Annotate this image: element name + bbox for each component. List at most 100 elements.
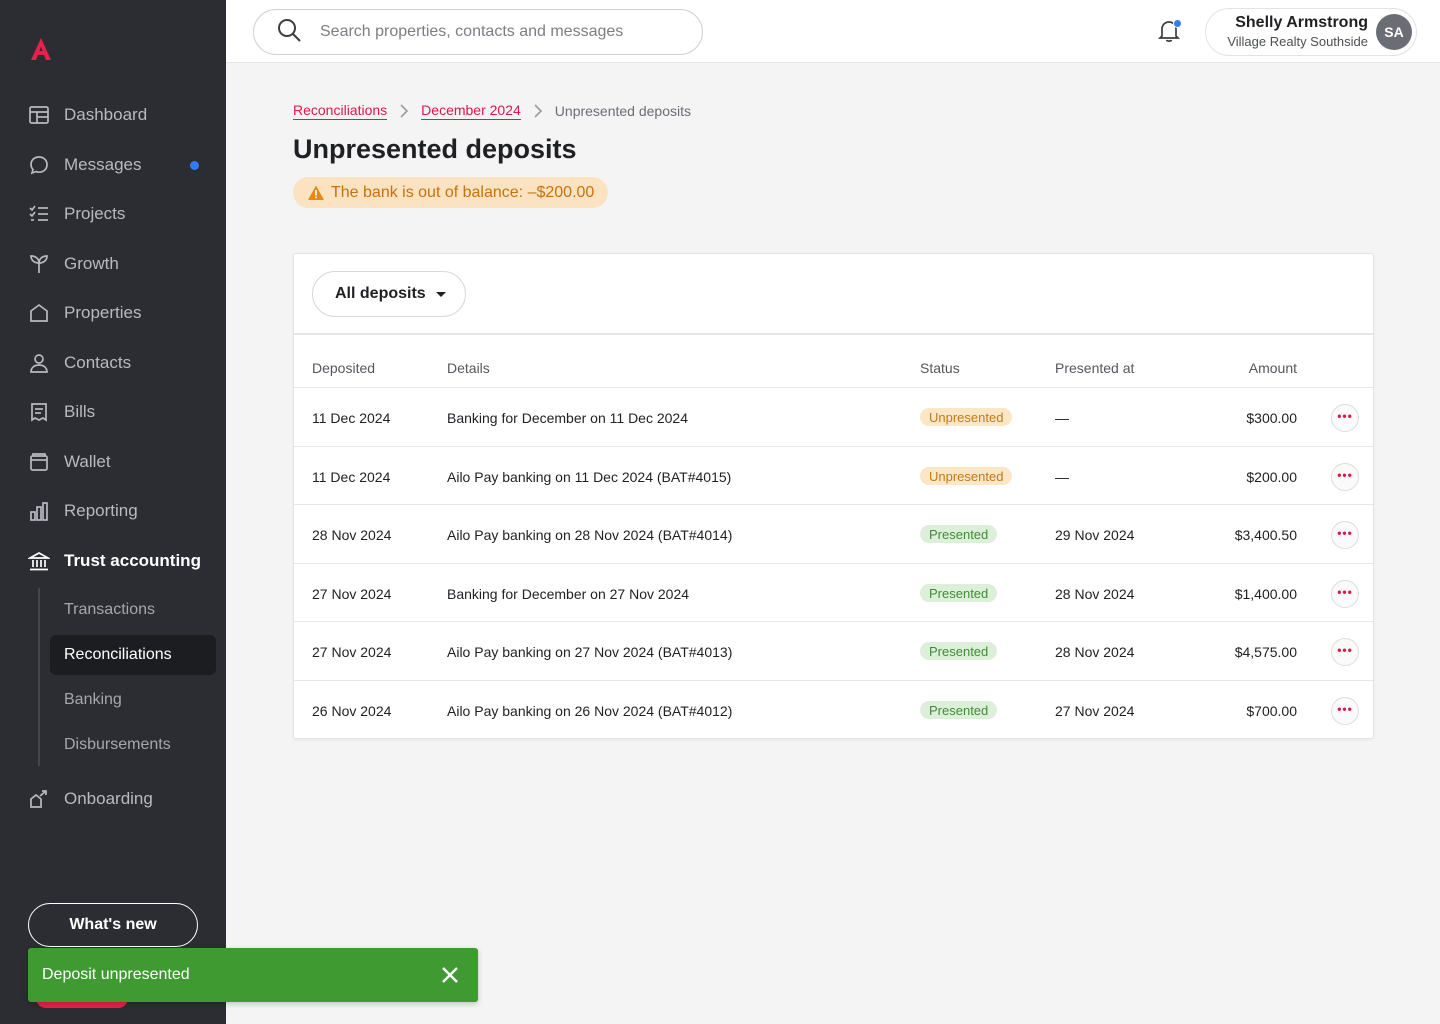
sidebar-subitem-label: Disbursements bbox=[64, 736, 171, 753]
column-header-deposited[interactable]: Deposited bbox=[312, 360, 376, 376]
avatar: SA bbox=[1376, 14, 1412, 50]
sidebar-item-bills[interactable]: Bills bbox=[0, 392, 226, 432]
presented-at: — bbox=[1055, 410, 1069, 426]
deposit-details: Banking for December on 27 Nov 2024 bbox=[447, 586, 690, 602]
deposit-amount: $300.00 bbox=[1246, 410, 1297, 426]
deposit-details: Banking for December on 11 Dec 2024 bbox=[447, 410, 688, 426]
warning-triangle-icon bbox=[308, 185, 324, 200]
sidebar-item-properties[interactable]: Properties bbox=[0, 293, 226, 333]
presented-at: 27 Nov 2024 bbox=[1055, 703, 1135, 719]
more-options-button[interactable]: ••• bbox=[1331, 697, 1359, 725]
sidebar-item-projects[interactable]: Projects bbox=[0, 194, 226, 234]
deposit-amount: $700.00 bbox=[1246, 703, 1297, 719]
user-name: Shelly Armstrong bbox=[1235, 14, 1368, 31]
sidebar-item-label: Projects bbox=[64, 204, 126, 223]
table-row[interactable]: 11 Dec 2024 Banking for December on 11 D… bbox=[294, 387, 1373, 446]
status-badge: Unpresented bbox=[920, 467, 1013, 485]
sidebar-subitem-banking[interactable]: Banking bbox=[50, 680, 216, 720]
sidebar-item-wallet[interactable]: Wallet bbox=[0, 442, 226, 482]
deposit-details: Ailo Pay banking on 26 Nov 2024 (BAT#401… bbox=[447, 703, 733, 719]
breadcrumb-reconciliations[interactable]: Reconciliations bbox=[293, 102, 388, 120]
whats-new-button[interactable]: What's new bbox=[28, 903, 198, 947]
more-options-button[interactable]: ••• bbox=[1331, 404, 1359, 432]
onboarding-icon bbox=[28, 788, 50, 810]
table-row[interactable]: 11 Dec 2024 Ailo Pay banking on 11 Dec 2… bbox=[294, 446, 1373, 505]
sidebar-subitem-reconciliations[interactable]: Reconciliations bbox=[50, 635, 216, 675]
bell-icon bbox=[1157, 21, 1181, 42]
sidebar-item-label: Properties bbox=[64, 303, 142, 322]
table-row[interactable]: 26 Nov 2024 Ailo Pay banking on 26 Nov 2… bbox=[294, 680, 1373, 739]
chat-bubble-icon bbox=[28, 154, 50, 176]
receipt-icon bbox=[28, 401, 50, 423]
column-header-amount[interactable]: Amount bbox=[1248, 360, 1297, 376]
more-options-button[interactable]: ••• bbox=[1331, 521, 1359, 549]
user-menu[interactable]: Shelly Armstrong Village Realty Southsid… bbox=[1205, 8, 1417, 56]
presented-at: 29 Nov 2024 bbox=[1055, 527, 1135, 543]
table-row[interactable]: 27 Nov 2024 Banking for December on 27 N… bbox=[294, 563, 1373, 622]
notifications-button[interactable] bbox=[1156, 18, 1182, 44]
notification-dot bbox=[1173, 19, 1182, 28]
app-logo-icon[interactable] bbox=[28, 36, 54, 62]
sidebar-item-dashboard[interactable]: Dashboard bbox=[0, 95, 226, 135]
more-options-button[interactable]: ••• bbox=[1331, 638, 1359, 666]
sidebar-subitem-label: Reconciliations bbox=[64, 646, 172, 663]
deposited-date: 11 Dec 2024 bbox=[312, 410, 391, 426]
more-options-button[interactable]: ••• bbox=[1331, 580, 1359, 608]
deposit-amount: $200.00 bbox=[1246, 469, 1297, 485]
sidebar-item-onboarding[interactable]: Onboarding bbox=[0, 779, 226, 819]
status-badge: Presented bbox=[920, 701, 998, 719]
sidebar-item-messages[interactable]: Messages bbox=[0, 145, 226, 185]
status-badge: Presented bbox=[920, 642, 998, 660]
breadcrumb: Reconciliations December 2024 Unpresente… bbox=[293, 102, 691, 120]
sidebar-item-trust-accounting[interactable]: Trust accounting bbox=[0, 541, 226, 581]
sidebar-item-label: Wallet bbox=[64, 452, 111, 471]
sidebar-item-label: Trust accounting bbox=[64, 551, 201, 570]
sidebar-item-label: Contacts bbox=[64, 353, 132, 372]
divider bbox=[294, 333, 1373, 335]
chevron-right-icon bbox=[399, 104, 409, 118]
column-header-presented-at[interactable]: Presented at bbox=[1055, 360, 1135, 376]
sidebar-item-growth[interactable]: Growth bbox=[0, 244, 226, 284]
warning-text: The bank is out of balance: –$200.00 bbox=[331, 183, 595, 201]
search-bar[interactable] bbox=[253, 9, 703, 55]
submenu-guide-line bbox=[38, 588, 40, 766]
filter-label: All deposits bbox=[335, 285, 426, 302]
sidebar-subitem-label: Transactions bbox=[64, 601, 155, 618]
dashboard-icon bbox=[28, 104, 50, 126]
balance-warning-badge: The bank is out of balance: –$200.00 bbox=[293, 177, 609, 208]
table-row[interactable]: 27 Nov 2024 Ailo Pay banking on 27 Nov 2… bbox=[294, 621, 1373, 680]
page-title: Unpresented deposits bbox=[293, 134, 577, 164]
deposit-filter-dropdown[interactable]: All deposits bbox=[312, 271, 466, 317]
deposit-amount: $4,575.00 bbox=[1234, 644, 1297, 660]
status-badge: Unpresented bbox=[920, 408, 1013, 426]
bar-chart-icon bbox=[28, 500, 50, 522]
wallet-icon bbox=[28, 451, 50, 473]
presented-at: — bbox=[1055, 469, 1069, 485]
sidebar-item-reporting[interactable]: Reporting bbox=[0, 491, 226, 531]
sidebar-item-label: Growth bbox=[64, 254, 119, 273]
user-organisation: Village Realty Southside bbox=[1227, 34, 1368, 49]
search-icon bbox=[276, 17, 302, 48]
chevron-right-icon bbox=[533, 104, 543, 118]
sidebar-subitem-disbursements[interactable]: Disbursements bbox=[50, 725, 216, 765]
top-header: Shelly Armstrong Village Realty Southsid… bbox=[226, 0, 1440, 63]
sprout-icon bbox=[28, 253, 50, 275]
sidebar-subitem-transactions[interactable]: Transactions bbox=[50, 590, 216, 630]
house-icon bbox=[28, 302, 50, 324]
deposited-date: 27 Nov 2024 bbox=[312, 644, 392, 660]
sidebar-item-contacts[interactable]: Contacts bbox=[0, 343, 226, 383]
breadcrumb-december-2024[interactable]: December 2024 bbox=[421, 102, 521, 120]
presented-at: 28 Nov 2024 bbox=[1055, 586, 1135, 602]
column-header-status[interactable]: Status bbox=[920, 360, 960, 376]
search-input[interactable] bbox=[320, 23, 680, 41]
sidebar-item-label: Onboarding bbox=[64, 789, 153, 808]
deposit-amount: $1,400.00 bbox=[1234, 586, 1297, 602]
deposit-details: Ailo Pay banking on 28 Nov 2024 (BAT#401… bbox=[447, 527, 733, 543]
bank-icon bbox=[28, 550, 50, 572]
status-badge: Presented bbox=[920, 584, 998, 602]
column-header-details[interactable]: Details bbox=[447, 360, 490, 376]
table-row[interactable]: 28 Nov 2024 Ailo Pay banking on 28 Nov 2… bbox=[294, 504, 1373, 563]
more-options-button[interactable]: ••• bbox=[1331, 463, 1359, 491]
unread-dot bbox=[190, 161, 199, 170]
close-icon[interactable] bbox=[438, 963, 462, 987]
